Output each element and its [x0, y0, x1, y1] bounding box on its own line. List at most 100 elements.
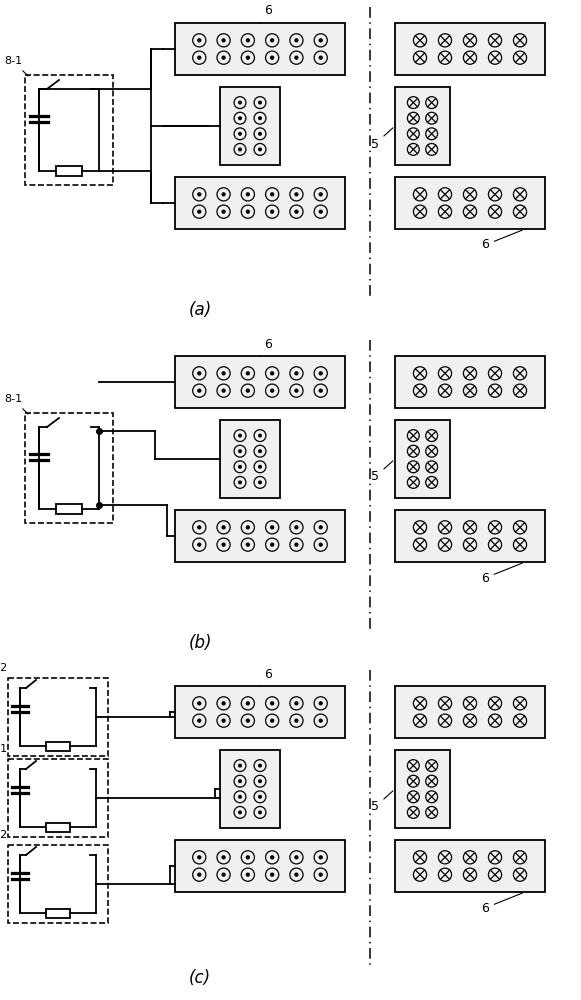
Bar [175, 686, 345, 738]
Text: 6: 6 [481, 563, 522, 584]
Circle shape [271, 372, 274, 375]
Circle shape [295, 389, 298, 392]
Circle shape [271, 39, 274, 42]
Text: 6: 6 [260, 668, 272, 686]
Circle shape [295, 39, 298, 42]
Circle shape [246, 702, 249, 705]
Circle shape [246, 193, 249, 196]
Text: 6: 6 [481, 893, 522, 914]
Circle shape [246, 856, 249, 859]
Circle shape [259, 780, 261, 783]
Bar [395, 840, 545, 892]
Circle shape [222, 719, 225, 722]
Circle shape [246, 873, 249, 876]
Circle shape [198, 873, 200, 876]
Circle shape [222, 856, 225, 859]
Circle shape [239, 434, 241, 437]
Circle shape [259, 811, 261, 814]
Bar [25, 75, 113, 185]
Circle shape [239, 811, 241, 814]
Circle shape [239, 481, 241, 484]
Text: 8-2: 8-2 [0, 663, 9, 679]
Circle shape [222, 56, 225, 59]
Circle shape [239, 764, 241, 767]
Text: 8-2: 8-2 [0, 830, 9, 846]
Circle shape [320, 526, 322, 529]
Circle shape [295, 372, 298, 375]
Text: 8-1: 8-1 [4, 394, 28, 414]
Bar [8, 759, 108, 837]
Circle shape [259, 764, 261, 767]
Circle shape [295, 526, 298, 529]
Circle shape [246, 389, 249, 392]
Circle shape [320, 39, 322, 42]
Circle shape [222, 873, 225, 876]
Circle shape [295, 543, 298, 546]
Bar [8, 845, 108, 923]
Circle shape [222, 193, 225, 196]
Circle shape [295, 856, 298, 859]
Circle shape [320, 719, 322, 722]
Circle shape [239, 117, 241, 120]
Bar [220, 87, 280, 165]
Circle shape [271, 856, 274, 859]
Circle shape [271, 210, 274, 213]
Circle shape [239, 101, 241, 104]
Bar [395, 177, 545, 229]
Circle shape [198, 543, 200, 546]
Bar [175, 510, 345, 562]
Circle shape [320, 702, 322, 705]
Bar [8, 678, 108, 756]
Circle shape [246, 719, 249, 722]
Circle shape [239, 795, 241, 798]
Circle shape [271, 702, 274, 705]
Circle shape [198, 372, 200, 375]
Text: (c): (c) [189, 969, 211, 987]
Text: 6: 6 [481, 230, 522, 251]
Circle shape [222, 543, 225, 546]
Text: 6: 6 [260, 338, 272, 356]
Bar [175, 840, 345, 892]
Circle shape [246, 39, 249, 42]
Circle shape [198, 702, 200, 705]
Text: 6: 6 [260, 4, 272, 23]
Bar [175, 356, 345, 408]
Bar [395, 356, 545, 408]
Circle shape [271, 719, 274, 722]
Circle shape [222, 526, 225, 529]
Circle shape [295, 193, 298, 196]
Bar [220, 750, 280, 828]
Circle shape [239, 132, 241, 135]
Circle shape [198, 856, 200, 859]
Circle shape [320, 193, 322, 196]
Circle shape [320, 56, 322, 59]
Circle shape [222, 372, 225, 375]
Circle shape [259, 795, 261, 798]
Circle shape [271, 193, 274, 196]
Circle shape [259, 148, 261, 151]
Text: (b): (b) [188, 634, 211, 652]
Circle shape [239, 450, 241, 453]
Text: 8-1: 8-1 [0, 744, 9, 760]
Circle shape [246, 543, 249, 546]
Circle shape [320, 372, 322, 375]
Circle shape [239, 780, 241, 783]
Circle shape [320, 389, 322, 392]
Circle shape [198, 526, 200, 529]
Circle shape [295, 873, 298, 876]
Circle shape [295, 702, 298, 705]
Circle shape [259, 101, 261, 104]
Circle shape [259, 434, 261, 437]
Circle shape [295, 210, 298, 213]
Bar [395, 750, 450, 828]
Circle shape [222, 389, 225, 392]
Circle shape [222, 210, 225, 213]
Circle shape [222, 702, 225, 705]
Circle shape [271, 543, 274, 546]
Circle shape [246, 372, 249, 375]
Circle shape [246, 526, 249, 529]
Circle shape [259, 465, 261, 468]
Circle shape [259, 132, 261, 135]
Bar [46, 742, 70, 750]
Circle shape [271, 873, 274, 876]
